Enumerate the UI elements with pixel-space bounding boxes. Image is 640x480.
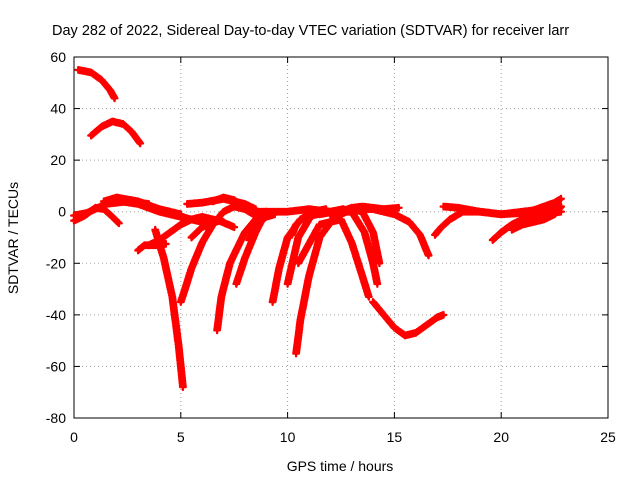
plot-frame bbox=[73, 56, 609, 419]
x-tick-label-1: 5 bbox=[177, 429, 185, 445]
series-arc-2 bbox=[87, 117, 145, 148]
y-tick-label-2: -40 bbox=[46, 307, 66, 323]
series-arc-23 bbox=[294, 215, 373, 301]
series-arc-9 bbox=[151, 225, 187, 392]
series-arc-1 bbox=[74, 65, 119, 103]
y-tick-label-7: 60 bbox=[50, 49, 66, 65]
plot-border bbox=[73, 56, 609, 419]
x-tick-label-0: 0 bbox=[70, 429, 78, 445]
y-axis-label: SDTVAR / TECUs bbox=[5, 182, 21, 294]
x-tick-label-3: 15 bbox=[387, 429, 403, 445]
y-tick-label-0: -80 bbox=[46, 410, 66, 426]
series-arc-31 bbox=[507, 202, 565, 234]
y-tick-label-4: 0 bbox=[58, 204, 66, 220]
axis-ticks: 0 5 10 15 20 25 -80 -60 -40 -20 0 20 40 60 bbox=[46, 49, 616, 445]
data-series bbox=[70, 65, 565, 392]
y-tick-label-6: 40 bbox=[50, 101, 66, 117]
series-arc-26 bbox=[347, 205, 433, 260]
x-tick-label-5: 25 bbox=[600, 429, 616, 445]
x-axis-label: GPS time / hours bbox=[287, 458, 394, 474]
series-arc-27 bbox=[369, 298, 448, 340]
y-tick-label-5: 20 bbox=[50, 152, 66, 168]
y-tick-label-1: -60 bbox=[46, 358, 66, 374]
series-arc-12 bbox=[187, 216, 239, 242]
series-arc-32 bbox=[518, 194, 565, 219]
chart-title: Day 282 of 2022, Sidereal Day-to-day VTE… bbox=[52, 23, 569, 39]
x-tick-label-4: 20 bbox=[493, 429, 509, 445]
x-tick-label-2: 10 bbox=[280, 429, 296, 445]
y-tick-label-3: -20 bbox=[46, 255, 66, 271]
